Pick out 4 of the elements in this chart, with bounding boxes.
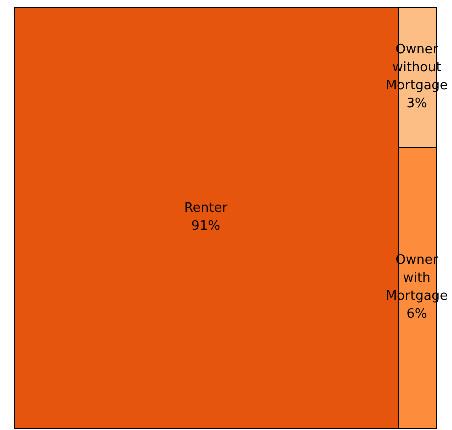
category-label: Renter [184,200,228,216]
data-label: 6% [406,307,428,322]
data-label: 3% [406,96,428,112]
data-label: 91% [192,218,220,234]
